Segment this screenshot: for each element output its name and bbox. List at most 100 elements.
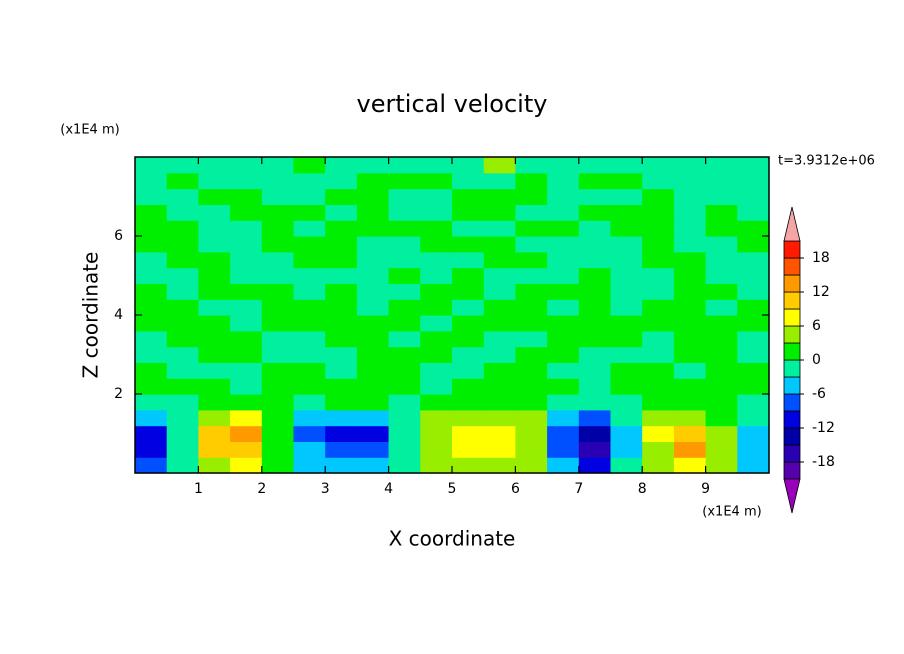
contour-cell (388, 299, 421, 316)
contour-cell (610, 172, 643, 190)
contour-cell (325, 172, 358, 190)
contour-cell (261, 251, 295, 269)
contour-cell (356, 236, 390, 253)
contour-cell (642, 315, 675, 332)
contour-cell (642, 172, 675, 190)
contour-cell (515, 188, 548, 205)
contour-cell (261, 157, 295, 174)
contour-cell (261, 362, 295, 379)
contour-cell (452, 394, 485, 411)
contour-cell (483, 204, 516, 221)
colorbar-segment (783, 427, 801, 446)
contour-cell (737, 236, 770, 253)
contour-cell (515, 425, 548, 442)
contour-cell (420, 236, 453, 253)
contour-cell (166, 299, 199, 316)
contour-cell (230, 236, 263, 253)
contour-cell (578, 346, 612, 363)
contour-cell (483, 251, 516, 269)
contour-cell (325, 283, 358, 300)
contour-cell (578, 220, 612, 237)
contour-cell (388, 346, 421, 363)
contour-cell (420, 409, 453, 427)
contour-cell (642, 425, 675, 442)
contour-cell (261, 204, 295, 221)
contour-cell (642, 441, 675, 458)
contour-cell (452, 409, 485, 427)
contour-cell (388, 378, 421, 395)
contour-cell (483, 346, 516, 363)
contour-cell (610, 330, 643, 348)
contour-cell (737, 378, 770, 395)
contour-cell (420, 188, 453, 205)
contour-cell (547, 204, 580, 221)
contour-cell (642, 362, 675, 379)
contour-cell (261, 267, 295, 284)
contour-cell (452, 441, 485, 458)
contour-cell (515, 315, 548, 332)
colorbar-segment (783, 359, 801, 378)
x-tick-label: 8 (638, 481, 647, 497)
contour-cell (515, 362, 548, 379)
contour-cell (356, 220, 390, 237)
contour-cell (230, 204, 263, 221)
contour-cell (388, 220, 421, 237)
contour-cell (325, 457, 358, 474)
contour-cell (578, 330, 612, 348)
contour-cell (388, 362, 421, 379)
contour-cell (325, 251, 358, 269)
contour-cell (198, 457, 231, 474)
contour-cell (452, 236, 485, 253)
contour-cell (230, 172, 263, 190)
contour-cell (705, 362, 738, 379)
contour-cell (578, 251, 612, 269)
contour-cell (230, 425, 263, 442)
contour-cell (325, 204, 358, 221)
contour-cell (135, 409, 168, 427)
contour-cell (135, 394, 168, 411)
colorbar-tick-label: 6 (812, 318, 821, 334)
contour-cell (388, 394, 421, 411)
contour-cell (705, 425, 738, 442)
contour-cell (325, 299, 358, 316)
contour-cell (135, 283, 168, 300)
contour-cell (483, 267, 516, 284)
contour-cell (420, 378, 453, 395)
contour-cell (420, 346, 453, 363)
contour-cell (673, 172, 707, 190)
contour-cell (356, 457, 390, 474)
contour-cell (325, 315, 358, 332)
contour-cell (483, 283, 516, 300)
contour-cell (673, 346, 707, 363)
contour-cell (230, 251, 263, 269)
contour-cell (230, 457, 263, 474)
contour-cell (135, 188, 168, 205)
contour-cell (705, 346, 738, 363)
contour-cell (483, 220, 516, 237)
colorbar-segment (783, 376, 801, 395)
contour-cell (515, 378, 548, 395)
contour-cell (610, 251, 643, 269)
contour-cell (737, 283, 770, 300)
contour-cell (705, 394, 738, 411)
contour-cell (515, 172, 548, 190)
contour-cell (452, 172, 485, 190)
contour-cell (452, 220, 485, 237)
chart-title: vertical velocity (357, 90, 548, 118)
contour-cell (483, 378, 516, 395)
contour-cell (673, 204, 707, 221)
contour-cell (388, 457, 421, 474)
contour-cell (198, 362, 231, 379)
contour-cell (420, 157, 453, 174)
contour-cell (420, 457, 453, 474)
contour-cell (705, 236, 738, 253)
contour-cell (547, 188, 580, 205)
y-unit: (x1E4 m) (60, 123, 119, 138)
contour-cell (737, 330, 770, 348)
x-tick-label: 2 (257, 481, 266, 497)
contour-cell (515, 267, 548, 284)
contour-cell (420, 267, 453, 284)
contour-cell (420, 425, 453, 442)
contour-cell (420, 204, 453, 221)
contour-cell (547, 346, 580, 363)
